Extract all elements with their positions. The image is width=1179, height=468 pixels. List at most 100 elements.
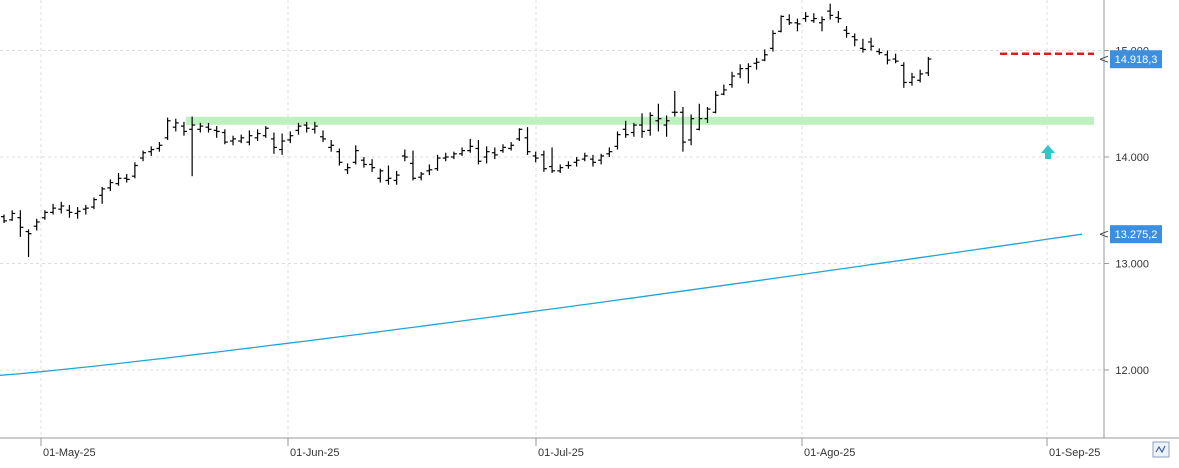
ohlc-bar xyxy=(180,121,187,136)
ohlc-bar xyxy=(720,84,727,96)
ohlc-bar xyxy=(655,103,662,132)
ohlc-bar xyxy=(82,204,89,215)
ohlc-bar xyxy=(246,130,253,146)
annotations-front xyxy=(1000,52,1094,159)
ohlc-bar xyxy=(287,131,294,144)
y-tick-label: 14.000 xyxy=(1115,152,1149,164)
y-tick-label: 13.000 xyxy=(1115,259,1149,271)
ohlc-bar xyxy=(900,62,907,88)
ohlc-bar xyxy=(729,71,736,88)
ohlc-bar xyxy=(131,162,138,179)
badge-arrow-icon xyxy=(1099,230,1109,238)
up-arrow-icon xyxy=(1041,145,1055,159)
ohlc-bar xyxy=(459,147,466,156)
badge-box xyxy=(1110,225,1162,244)
ohlc-bar xyxy=(892,53,899,64)
ohlc-bars xyxy=(1,3,932,258)
ohlc-bar xyxy=(606,147,613,157)
ohlc-bar xyxy=(107,179,114,192)
ohlc-bar xyxy=(238,134,245,144)
ohlc-bar xyxy=(819,16,825,32)
x-tick-label: 01-May-25 xyxy=(43,447,96,459)
ohlc-bar xyxy=(311,121,318,134)
ohlc-bar xyxy=(254,129,261,142)
ohlc-bar xyxy=(884,50,891,65)
ohlc-bar xyxy=(549,147,556,173)
ohlc-bar xyxy=(230,135,237,146)
ohlc-bar xyxy=(786,14,793,25)
ohlc-bar xyxy=(483,146,490,164)
x-axis-strip xyxy=(0,438,1179,463)
badge-label: 13.275,2 xyxy=(1115,229,1158,241)
ohlc-bar xyxy=(99,186,106,204)
price-badges: 14.918,3 13.275,2 xyxy=(1099,50,1162,244)
x-tick-label: 01-Jul-25 xyxy=(538,447,584,459)
ohlc-bar xyxy=(9,210,16,221)
badge-label: 14.918,3 xyxy=(1115,54,1158,66)
ohlc-bar xyxy=(58,201,65,214)
scale-toggle-button[interactable] xyxy=(1152,441,1170,458)
ohlc-bar xyxy=(647,112,654,136)
ohlc-bar xyxy=(630,122,637,137)
ohlc-bar xyxy=(704,106,711,123)
ohlc-bar xyxy=(917,69,924,83)
ohlc-bar xyxy=(377,168,384,183)
ohlc-bar xyxy=(557,164,564,173)
moving-average-layer xyxy=(0,233,1083,376)
ohlc-bar xyxy=(401,149,408,162)
ohlc-bar xyxy=(663,115,670,137)
ohlc-bar xyxy=(753,57,760,70)
ohlc-bar xyxy=(369,159,376,172)
ohlc-bar xyxy=(156,142,163,152)
ohlc-bar xyxy=(205,122,212,133)
ohlc-bar xyxy=(712,90,719,114)
ohlc-bar xyxy=(598,153,605,165)
ohlc-bar xyxy=(426,164,433,176)
ohlc-bar xyxy=(1,214,7,224)
ohlc-bar xyxy=(769,30,776,52)
support-band xyxy=(186,116,1094,125)
annotations xyxy=(186,116,1094,125)
x-tick-label: 01-Sep-25 xyxy=(1049,447,1100,459)
ohlc-bar xyxy=(418,171,425,181)
ohlc-bar xyxy=(835,11,842,23)
ohlc-bar xyxy=(221,129,228,145)
ohlc-bar xyxy=(794,18,801,32)
ohlc-bar xyxy=(17,210,24,237)
ohlc-bar xyxy=(745,63,752,84)
badge-box xyxy=(1110,50,1162,69)
badge-arrow-icon xyxy=(1099,55,1109,63)
ohlc-bar xyxy=(434,154,441,171)
ohlc-bar xyxy=(115,172,122,186)
ohlc-bar xyxy=(66,204,73,218)
ohlc-bar xyxy=(524,127,531,155)
ohlc-bar xyxy=(25,229,32,258)
ohlc-bar xyxy=(516,128,523,142)
ohlc-bar xyxy=(859,38,866,53)
x-tick-label: 01-Ago-25 xyxy=(804,447,855,459)
ohlc-bar xyxy=(589,154,596,167)
ohlc-bar xyxy=(352,145,359,165)
ohlc-bar xyxy=(688,114,695,146)
ohlc-bar xyxy=(671,90,678,117)
zigzag-icon xyxy=(1155,445,1166,454)
ohlc-bar xyxy=(827,3,834,20)
ohlc-bar xyxy=(450,151,457,160)
ohlc-bar xyxy=(802,12,809,22)
ohlc-bar xyxy=(639,113,646,138)
ohlc-bar xyxy=(540,150,547,172)
ohlc-bar xyxy=(328,139,335,152)
ohlc-bar xyxy=(679,106,686,152)
ohlc-bar xyxy=(614,131,621,150)
price-badge: 13.275,2 xyxy=(1099,225,1162,244)
ohlc-bar xyxy=(868,37,875,51)
ohlc-bar xyxy=(810,13,817,23)
ohlc-bar xyxy=(303,121,310,133)
ohlc-bar xyxy=(164,117,171,140)
ohlc-bar xyxy=(737,64,744,79)
ohlc-bar xyxy=(123,174,130,183)
ohlc-bar xyxy=(475,139,482,165)
